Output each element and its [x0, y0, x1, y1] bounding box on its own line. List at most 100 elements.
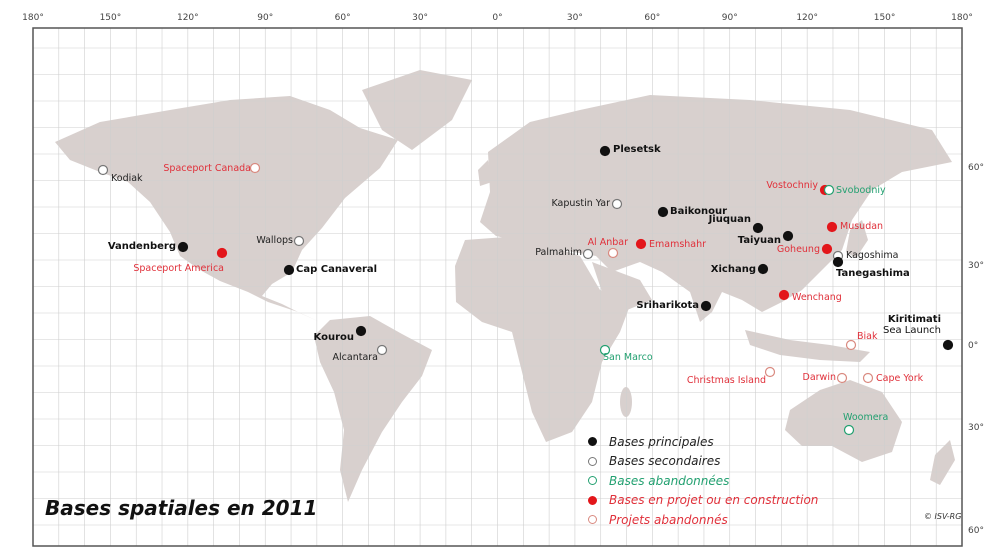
- site-label: Kapustin Yar: [551, 198, 610, 209]
- legend-item: Bases en projet ou en construction: [588, 491, 818, 511]
- map-title: Bases spatiales en 2011: [45, 496, 318, 520]
- site-marker-secondary: [611, 198, 623, 210]
- site-name: Baikonour: [670, 206, 728, 217]
- site-marker-secondary: [97, 164, 109, 176]
- site-name: Tanegashima: [836, 268, 910, 279]
- site-label: Christmas Island: [687, 375, 766, 386]
- longitude-tick: 180°: [22, 13, 44, 23]
- site-name: Woomera: [843, 412, 889, 423]
- site-marker-principal: [757, 263, 769, 275]
- longitude-tick: 90°: [257, 13, 274, 23]
- map-frame: [32, 27, 963, 547]
- site-marker-projab: [862, 372, 874, 384]
- legend-label: Bases abandonnées: [609, 473, 730, 488]
- legend-symbol-icon: [588, 476, 597, 486]
- landmass: [55, 70, 955, 502]
- site-name: Palmahim: [535, 247, 582, 258]
- site-label: Wallops: [256, 235, 293, 246]
- copyright: © ISV-RG: [924, 512, 962, 521]
- site-label: Xichang: [711, 264, 756, 275]
- longitude-tick: 30°: [566, 13, 583, 23]
- site-marker-secondary: [376, 344, 388, 356]
- site-label: Wenchang: [792, 292, 842, 303]
- site-name: Goheung: [776, 244, 820, 255]
- legend: Bases principales Bases secondaires Bases …: [588, 432, 818, 530]
- site-marker-abandoned: [823, 184, 835, 196]
- site-name: Wallops: [256, 235, 293, 246]
- site-label: Plesetsk: [613, 144, 661, 155]
- site-marker-abandoned: [843, 424, 855, 436]
- site-name: Plesetsk: [613, 144, 661, 155]
- site-label: San Marco: [603, 352, 653, 363]
- longitude-tick: 150°: [873, 13, 896, 23]
- site-marker-project: [778, 289, 790, 301]
- legend-item: Bases abandonnées: [588, 471, 818, 491]
- legend-symbol-icon: [588, 456, 597, 466]
- latitude-tick: 0°: [968, 341, 979, 351]
- latitude-tick: 60°: [968, 526, 984, 536]
- site-label: Kourou: [314, 332, 354, 343]
- site-name: Xichang: [710, 264, 756, 275]
- site-name: Kagoshima: [846, 250, 899, 261]
- site-name: Sriharikota: [636, 300, 699, 311]
- site-label: Woomera: [843, 412, 888, 423]
- greenland: [362, 70, 472, 150]
- site-label: Vandenberg: [108, 241, 176, 252]
- site-name: Al Anbar: [587, 237, 628, 248]
- site-label: Cape York: [876, 373, 923, 384]
- site-label: Alcantara: [333, 352, 378, 363]
- site-marker-secondary: [582, 248, 594, 260]
- site-marker-projab: [764, 366, 776, 378]
- legend-label: Projets abandonnés: [609, 512, 728, 527]
- site-marker-project: [216, 247, 228, 259]
- longitude-tick: 90°: [721, 13, 738, 23]
- site-marker-project: [635, 238, 647, 250]
- site-name: Kiritimati: [887, 314, 941, 325]
- site-marker-projab: [249, 162, 261, 174]
- site-name: Jiuquan: [708, 214, 751, 225]
- site-label: Svobodniy: [836, 185, 886, 196]
- site-name: Emamshahr: [649, 239, 707, 250]
- south-america: [314, 316, 432, 502]
- longitude-tick: 120°: [796, 13, 818, 23]
- africa: [455, 236, 632, 442]
- longitude-tick: 180°: [951, 13, 973, 23]
- site-name: Cape York: [876, 373, 924, 384]
- site-marker-project: [821, 243, 833, 255]
- site-label: Palmahim: [535, 247, 582, 258]
- site-label: Musudan: [840, 221, 883, 232]
- site-label: Kiritimati Sea Launch: [883, 314, 941, 336]
- site-name: Kapustin Yar: [551, 198, 610, 209]
- site-marker-projab: [836, 372, 848, 384]
- uk: [478, 160, 492, 186]
- site-marker-projab: [607, 247, 619, 259]
- site-label: Kodiak: [111, 173, 143, 184]
- site-marker-principal: [832, 256, 844, 268]
- site-name: Vostochniy: [766, 180, 818, 191]
- japan: [846, 220, 868, 258]
- site-name: Kodiak: [111, 173, 143, 184]
- new-zealand: [930, 440, 955, 485]
- site-name: Christmas Island: [686, 375, 766, 386]
- longitude-tick: 60°: [644, 13, 661, 23]
- site-marker-principal: [177, 241, 189, 253]
- graticule: [32, 28, 963, 546]
- arabia: [592, 262, 652, 312]
- north-america: [55, 96, 398, 322]
- site-name: San Marco: [603, 352, 653, 363]
- site-label: Emamshahr: [649, 239, 706, 250]
- latitude-tick: 60°: [968, 163, 984, 173]
- site-label: Vostochniy: [766, 180, 818, 191]
- indonesia: [745, 330, 870, 362]
- site-label: Spaceport America: [133, 263, 224, 274]
- site-name: Wenchang: [792, 292, 842, 303]
- legend-label: Bases principales: [609, 434, 714, 449]
- site-marker-principal: [752, 222, 764, 234]
- site-label: Tanegashima: [836, 268, 910, 279]
- site-name: Spaceport Canada: [163, 163, 251, 174]
- site-marker-principal: [782, 230, 794, 242]
- longitude-tick: 30°: [412, 13, 429, 23]
- site-label: Al Anbar: [588, 237, 628, 248]
- longitude-tick: 120°: [176, 13, 199, 23]
- site-marker-principal: [355, 325, 367, 337]
